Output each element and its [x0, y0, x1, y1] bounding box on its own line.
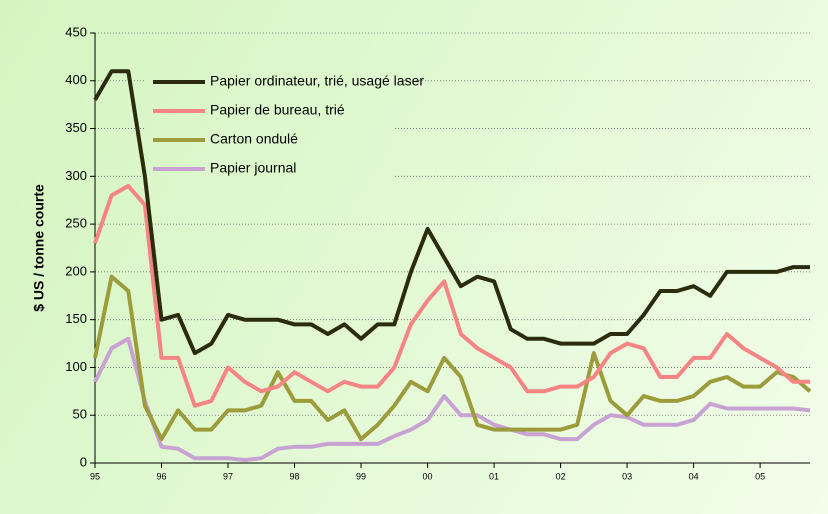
x-tick-label: 96 [157, 471, 167, 481]
series-line [93, 336, 811, 463]
y-tick-label: 350 [65, 120, 87, 135]
x-tick-label: 97 [223, 471, 233, 481]
y-tick-label: 300 [65, 168, 87, 183]
x-tick-label: 02 [556, 471, 566, 481]
x-tick-label: 05 [755, 471, 765, 481]
y-tick-label: 50 [73, 407, 87, 422]
y-tick-label: 450 [65, 24, 87, 39]
legend-label: Papier journal [210, 160, 296, 176]
x-tick-label: 95 [90, 471, 100, 481]
x-tick-label: 99 [356, 471, 366, 481]
y-axis-title: $ US / tonne courte [31, 184, 47, 312]
y-tick-label: 250 [65, 216, 87, 231]
series-line [93, 274, 812, 442]
legend-label: Papier de bureau, trié [210, 102, 345, 118]
legend-label: Papier ordinateur, trié, usagé laser [210, 73, 424, 89]
y-tick-label: 100 [65, 359, 87, 374]
x-tick-label: 03 [622, 471, 632, 481]
y-tick-label: 150 [65, 311, 87, 326]
y-tick-label: 400 [65, 72, 87, 87]
series-line [93, 69, 810, 356]
legend [145, 68, 395, 184]
y-tick-label: 0 [80, 454, 87, 469]
legend-label: Carton ondulé [210, 131, 298, 147]
y-tick-label: 200 [65, 263, 87, 278]
x-tick-label: 98 [290, 471, 300, 481]
series-line [93, 183, 810, 408]
x-tick-label: 00 [423, 471, 433, 481]
x-tick-label: 01 [489, 471, 499, 481]
x-tick-label: 04 [689, 471, 699, 481]
